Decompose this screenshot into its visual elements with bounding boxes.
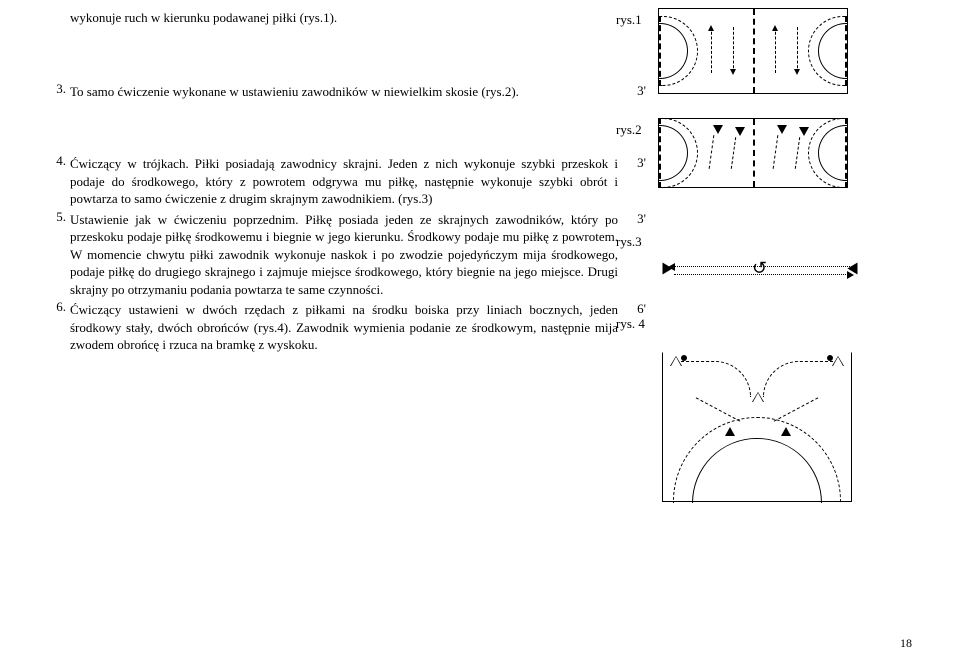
figures-column: rys.1 bbox=[652, 8, 912, 518]
item-text: Ustawienie jak w ćwiczeniu poprzednim. P… bbox=[70, 209, 624, 299]
item-text: wykonuje ruch w kierunku podawanej piłki… bbox=[70, 9, 624, 32]
figure-label: rys.3 bbox=[616, 234, 642, 250]
exercise-list: wykonuje ruch w kierunku podawanej piłki… bbox=[48, 8, 648, 518]
item-time: 3' bbox=[624, 209, 648, 299]
item-number: 6. bbox=[48, 299, 70, 354]
item-number: 3. bbox=[48, 81, 70, 108]
figure-label: rys. 4 bbox=[616, 316, 645, 332]
item-number: 5. bbox=[48, 209, 70, 299]
figure-3: rys.3 ↺ bbox=[652, 234, 912, 300]
page-number: 18 bbox=[900, 636, 912, 651]
figure-4: rys. 4 bbox=[652, 316, 912, 512]
figure-label: rys.2 bbox=[616, 122, 642, 138]
figure-label: rys.1 bbox=[616, 12, 642, 28]
item-time: 3' bbox=[624, 81, 648, 108]
item-text: Ćwiczący w trójkach. Piłki posiadają zaw… bbox=[70, 153, 624, 208]
figure-1: rys.1 bbox=[652, 8, 912, 94]
item-time: 3' bbox=[624, 153, 648, 208]
item-text: To samo ćwiczenie wykonane w ustawieniu … bbox=[70, 81, 624, 108]
player-center-icon: ↺ bbox=[752, 258, 767, 279]
item-number: 4. bbox=[48, 153, 70, 208]
item-number bbox=[48, 9, 70, 32]
item-text: Ćwiczący ustawieni w dwóch rzędach z pił… bbox=[70, 299, 624, 354]
figure-2: rys.2 bbox=[652, 118, 912, 188]
